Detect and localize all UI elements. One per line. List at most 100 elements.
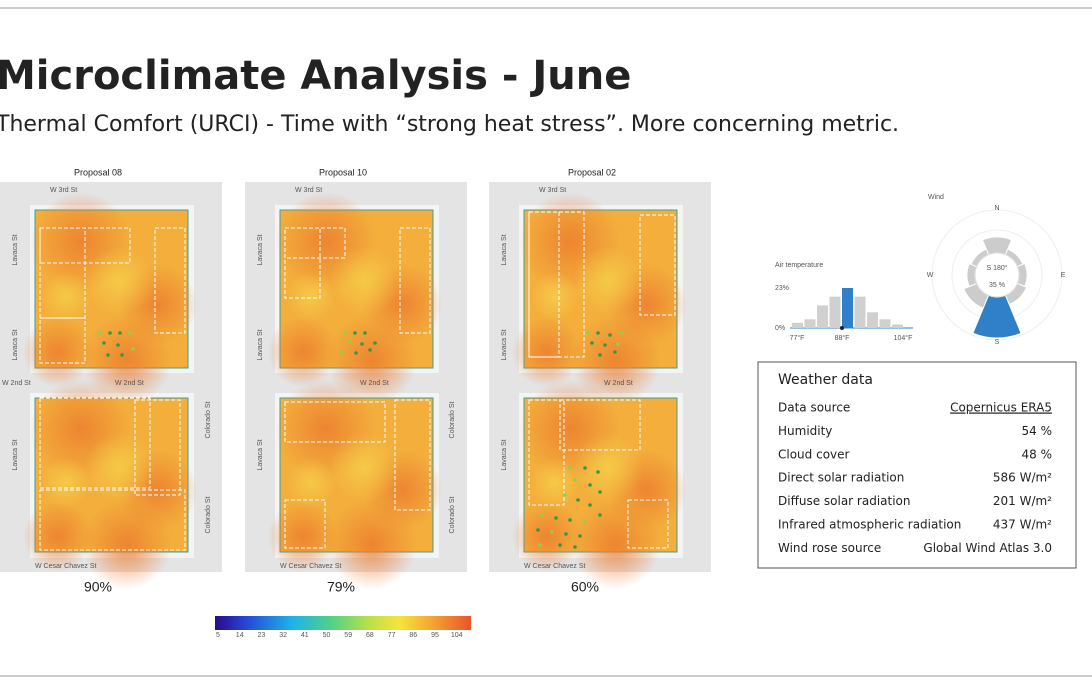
row-label: Direct solar radiation <box>778 471 904 485</box>
tree <box>363 331 367 335</box>
row-value: 48 % <box>1022 447 1053 461</box>
subtitle: Thermal Comfort (URCI) - Time with “stro… <box>0 112 899 137</box>
heat-patch <box>326 499 417 590</box>
building-outline <box>39 397 151 489</box>
histogram-bar <box>829 296 841 328</box>
cool-patch <box>529 271 580 322</box>
building-outline <box>134 399 181 496</box>
row-label: Diffuse solar radiation <box>778 494 911 508</box>
proposal-name: Proposal 02 <box>568 167 616 177</box>
scale-tick: 95 <box>431 632 439 639</box>
street-label: Lavaca St <box>257 234 264 265</box>
y-label: 23% <box>775 285 789 292</box>
tree <box>583 520 587 524</box>
weather-box <box>757 361 1077 569</box>
tree <box>98 331 102 335</box>
tree <box>596 470 600 474</box>
tree <box>613 350 617 354</box>
row-label: Data source <box>778 401 850 415</box>
tree <box>120 353 124 357</box>
x-label: 77°F <box>790 334 805 342</box>
building-outline <box>528 211 560 358</box>
street-label: W 3rd St <box>539 187 566 194</box>
scale-tick: 77 <box>388 632 396 639</box>
cool-patch <box>285 457 336 508</box>
tree <box>583 466 587 470</box>
direction-label: E <box>1061 272 1066 279</box>
row-value: Global Wind Atlas 3.0 <box>923 541 1052 555</box>
proposal-name: Proposal 08 <box>74 167 122 177</box>
tree <box>616 342 620 346</box>
street-label: W 3rd St <box>295 187 322 194</box>
cool-patch <box>40 457 91 508</box>
title: Microclimate Analysis - June <box>0 53 631 99</box>
histogram-bar <box>792 322 803 328</box>
street-label: W Cesar Chavez St <box>280 563 342 570</box>
tree <box>590 341 594 345</box>
tree <box>586 331 590 335</box>
street-label: W 3rd St <box>50 187 77 194</box>
street-label: Lavaca St <box>501 234 508 265</box>
proposal-result: 79% <box>327 579 355 595</box>
street-label: W 2nd St <box>360 380 389 387</box>
row-value: 54 % <box>1022 424 1053 438</box>
street-label: W Cesar Chavez St <box>35 563 97 570</box>
scale-tick: 5 <box>216 632 220 639</box>
street-label: Lavaca St <box>12 439 19 470</box>
street-label: W Cesar Chavez St <box>524 563 586 570</box>
wind-frequency: 35 % <box>989 282 1005 289</box>
histogram-bar <box>817 305 828 328</box>
rose-center <box>974 252 1020 298</box>
street-label: W 2nd St <box>2 380 31 387</box>
tree <box>598 513 602 517</box>
street-label: Lavaca St <box>12 329 19 360</box>
scale-tick: 23 <box>258 632 266 639</box>
cool-patch <box>329 246 400 317</box>
heat-patch <box>267 317 338 388</box>
cool-patch <box>84 432 155 503</box>
tree <box>564 532 568 536</box>
histogram-bar <box>854 296 866 328</box>
building-outline <box>627 499 669 549</box>
scale-tick: 50 <box>323 632 331 639</box>
street-label: Lavaca St <box>501 329 508 360</box>
row-value: 586 W/m² <box>993 471 1052 485</box>
row-label: Cloud cover <box>778 447 850 461</box>
heat-patch <box>267 501 338 572</box>
street-label: W 2nd St <box>115 380 144 387</box>
tree <box>568 518 572 522</box>
source-link[interactable]: Copernicus ERA5 <box>950 401 1052 415</box>
tree <box>578 534 582 538</box>
cool-patch <box>573 246 644 317</box>
building-outline <box>284 401 386 443</box>
street-label: Lavaca St <box>12 234 19 265</box>
tree <box>573 545 577 549</box>
tree <box>373 341 377 345</box>
tree <box>102 341 106 345</box>
building-outline <box>394 399 431 511</box>
rose-ring <box>931 209 1063 341</box>
direction-label: S <box>995 339 1000 346</box>
color-scale <box>215 616 471 630</box>
weather-title: Weather data <box>778 372 873 388</box>
tree <box>598 353 602 357</box>
tree <box>354 351 358 355</box>
scale-tick: 86 <box>409 632 417 639</box>
scale-tick: 32 <box>279 632 287 639</box>
row-label: Wind rose source <box>778 541 881 555</box>
tree <box>573 478 577 482</box>
street-label: Colorado St <box>449 401 456 438</box>
tree <box>576 498 580 502</box>
building-outline <box>39 317 86 364</box>
tree <box>538 543 542 547</box>
tree <box>118 331 122 335</box>
building-outline <box>284 227 321 299</box>
building-outline <box>528 399 565 506</box>
row-value: 437 W/m² <box>993 518 1052 532</box>
tree <box>353 331 357 335</box>
histogram-bar <box>892 324 903 328</box>
building-outline <box>154 227 186 334</box>
tree <box>608 333 612 337</box>
scale-tick: 59 <box>344 632 352 639</box>
